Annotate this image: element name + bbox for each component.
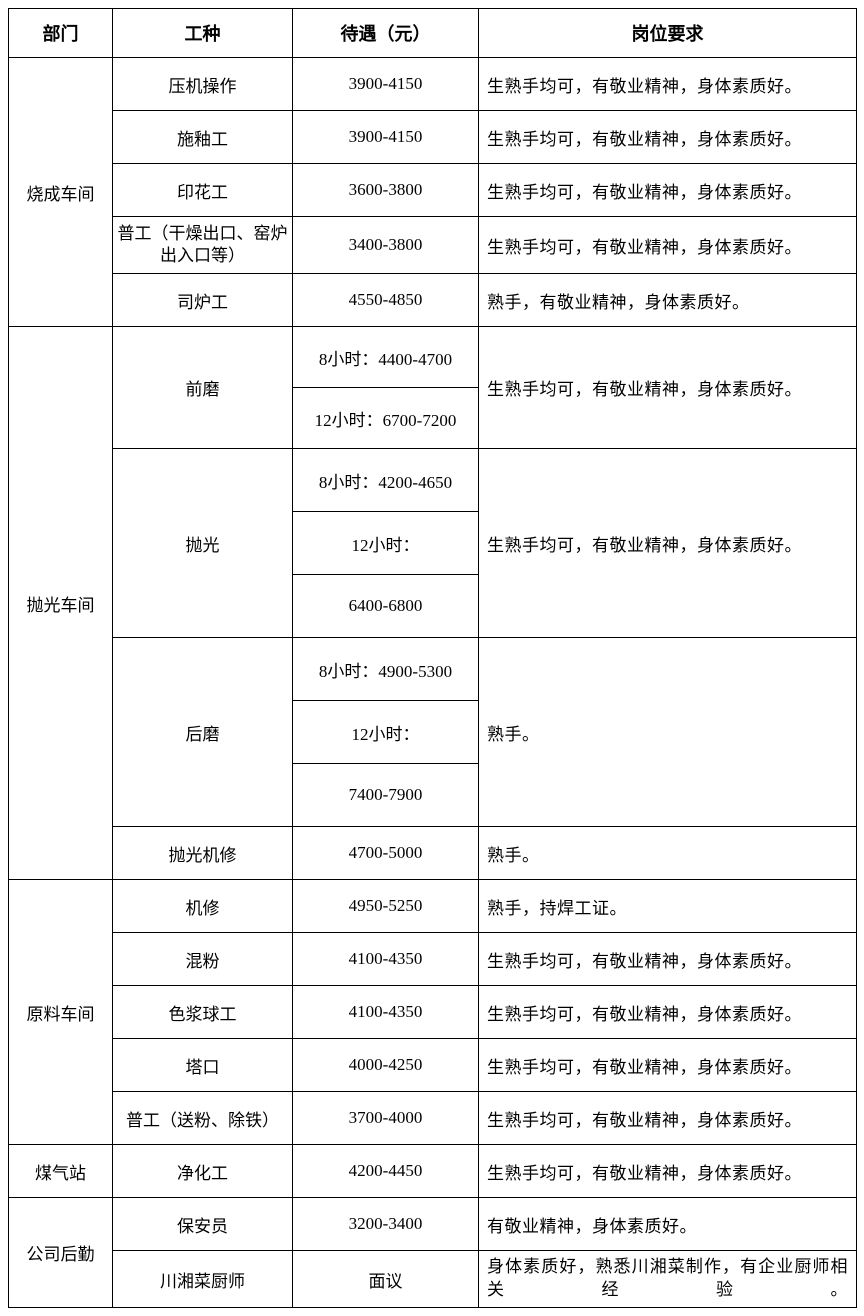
req-cell: 生熟手均可，有敬业精神，身体素质好。 [479,933,857,986]
job-cell: 抛光机修 [113,827,293,880]
table-row: 后磨 8小时：4900-5300 熟手。 [9,638,857,701]
pay-cell: 4100-4350 [293,986,479,1039]
table-row: 普工（送粉、除铁） 3700-4000 生熟手均可，有敬业精神，身体素质好。 [9,1092,857,1145]
header-job: 工种 [113,9,293,58]
header-row: 部门 工种 待遇（元） 岗位要求 [9,9,857,58]
table-row: 施釉工 3900-4150 生熟手均可，有敬业精神，身体素质好。 [9,111,857,164]
dept-cell: 抛光车间 [9,327,113,880]
job-line2: 出入口等） [160,246,245,265]
req-cell: 熟手。 [479,827,857,880]
pay-cell: 8小时：4200-4650 [293,449,479,512]
job-cell: 普工（送粉、除铁） [113,1092,293,1145]
req-cell: 生熟手均可，有敬业精神，身体素质好。 [479,986,857,1039]
req-cell: 生熟手均可，有敬业精神，身体素质好。 [479,58,857,111]
pay-cell: 4950-5250 [293,880,479,933]
table-row: 公司后勤 保安员 3200-3400 有敬业精神，身体素质好。 [9,1198,857,1251]
job-cell: 前磨 [113,327,293,449]
req-cell: 生熟手均可，有敬业精神，身体素质好。 [479,217,857,274]
table-row: 抛光 8小时：4200-4650 生熟手均可，有敬业精神，身体素质好。 [9,449,857,512]
req-cell: 生熟手均可，有敬业精神，身体素质好。 [479,327,857,449]
job-cell: 后磨 [113,638,293,827]
pay-cell: 12小时： [293,701,479,764]
table-row: 川湘菜厨师 面议 身体素质好，熟悉川湘菜制作，有企业厨师相关经验。 [9,1251,857,1308]
job-cell: 普工（干燥出口、窑炉 出入口等） [113,217,293,274]
header-req: 岗位要求 [479,9,857,58]
pay-cell: 面议 [293,1251,479,1308]
job-table: 部门 工种 待遇（元） 岗位要求 烧成车间 压机操作 3900-4150 生熟手… [8,8,857,1308]
job-cell: 塔口 [113,1039,293,1092]
req-cell: 生熟手均可，有敬业精神，身体素质好。 [479,1039,857,1092]
table-row: 印花工 3600-3800 生熟手均可，有敬业精神，身体素质好。 [9,164,857,217]
job-cell: 色浆球工 [113,986,293,1039]
req-cell: 熟手，有敬业精神，身体素质好。 [479,274,857,327]
pay-cell: 4550-4850 [293,274,479,327]
job-cell: 司炉工 [113,274,293,327]
dept-cell: 煤气站 [9,1145,113,1198]
header-dept: 部门 [9,9,113,58]
table-row: 塔口 4000-4250 生熟手均可，有敬业精神，身体素质好。 [9,1039,857,1092]
req-cell: 生熟手均可，有敬业精神，身体素质好。 [479,111,857,164]
job-cell: 净化工 [113,1145,293,1198]
table-row: 混粉 4100-4350 生熟手均可，有敬业精神，身体素质好。 [9,933,857,986]
table-row: 烧成车间 压机操作 3900-4150 生熟手均可，有敬业精神，身体素质好。 [9,58,857,111]
pay-cell: 3600-3800 [293,164,479,217]
pay-cell: 4700-5000 [293,827,479,880]
job-cell: 川湘菜厨师 [113,1251,293,1308]
req-cell: 熟手。 [479,638,857,827]
pay-cell: 12小时： [293,512,479,575]
pay-cell: 6400-6800 [293,575,479,638]
req-cell: 生熟手均可，有敬业精神，身体素质好。 [479,449,857,638]
job-cell: 抛光 [113,449,293,638]
table-row: 原料车间 机修 4950-5250 熟手，持焊工证。 [9,880,857,933]
job-cell: 印花工 [113,164,293,217]
req-cell: 生熟手均可，有敬业精神，身体素质好。 [479,1092,857,1145]
req-cell: 熟手，持焊工证。 [479,880,857,933]
header-pay: 待遇（元） [293,9,479,58]
pay-cell: 3200-3400 [293,1198,479,1251]
table-row: 普工（干燥出口、窑炉 出入口等） 3400-3800 生熟手均可，有敬业精神，身… [9,217,857,274]
dept-cell: 公司后勤 [9,1198,113,1308]
pay-cell: 4200-4450 [293,1145,479,1198]
req-cell: 有敬业精神，身体素质好。 [479,1198,857,1251]
table-row: 抛光车间 前磨 8小时：4400-4700 生熟手均可，有敬业精神，身体素质好。 [9,327,857,388]
pay-cell: 3900-4150 [293,111,479,164]
job-cell: 施釉工 [113,111,293,164]
table-row: 煤气站 净化工 4200-4450 生熟手均可，有敬业精神，身体素质好。 [9,1145,857,1198]
dept-cell: 原料车间 [9,880,113,1145]
req-cell: 身体素质好，熟悉川湘菜制作，有企业厨师相关经验。 [479,1251,857,1308]
pay-cell: 7400-7900 [293,764,479,827]
req-cell: 生熟手均可，有敬业精神，身体素质好。 [479,164,857,217]
job-cell: 保安员 [113,1198,293,1251]
job-cell: 机修 [113,880,293,933]
dept-cell: 烧成车间 [9,58,113,327]
table-row: 色浆球工 4100-4350 生熟手均可，有敬业精神，身体素质好。 [9,986,857,1039]
pay-cell: 3700-4000 [293,1092,479,1145]
pay-cell: 3400-3800 [293,217,479,274]
pay-cell: 8小时：4900-5300 [293,638,479,701]
job-cell: 混粉 [113,933,293,986]
job-line1: 普工（干燥出口、窑炉 [118,224,288,243]
table-row: 抛光机修 4700-5000 熟手。 [9,827,857,880]
pay-cell: 12小时：6700-7200 [293,388,479,449]
pay-cell: 8小时：4400-4700 [293,327,479,388]
job-cell: 压机操作 [113,58,293,111]
pay-cell: 4000-4250 [293,1039,479,1092]
pay-cell: 3900-4150 [293,58,479,111]
req-cell: 生熟手均可，有敬业精神，身体素质好。 [479,1145,857,1198]
pay-cell: 4100-4350 [293,933,479,986]
table-row: 司炉工 4550-4850 熟手，有敬业精神，身体素质好。 [9,274,857,327]
